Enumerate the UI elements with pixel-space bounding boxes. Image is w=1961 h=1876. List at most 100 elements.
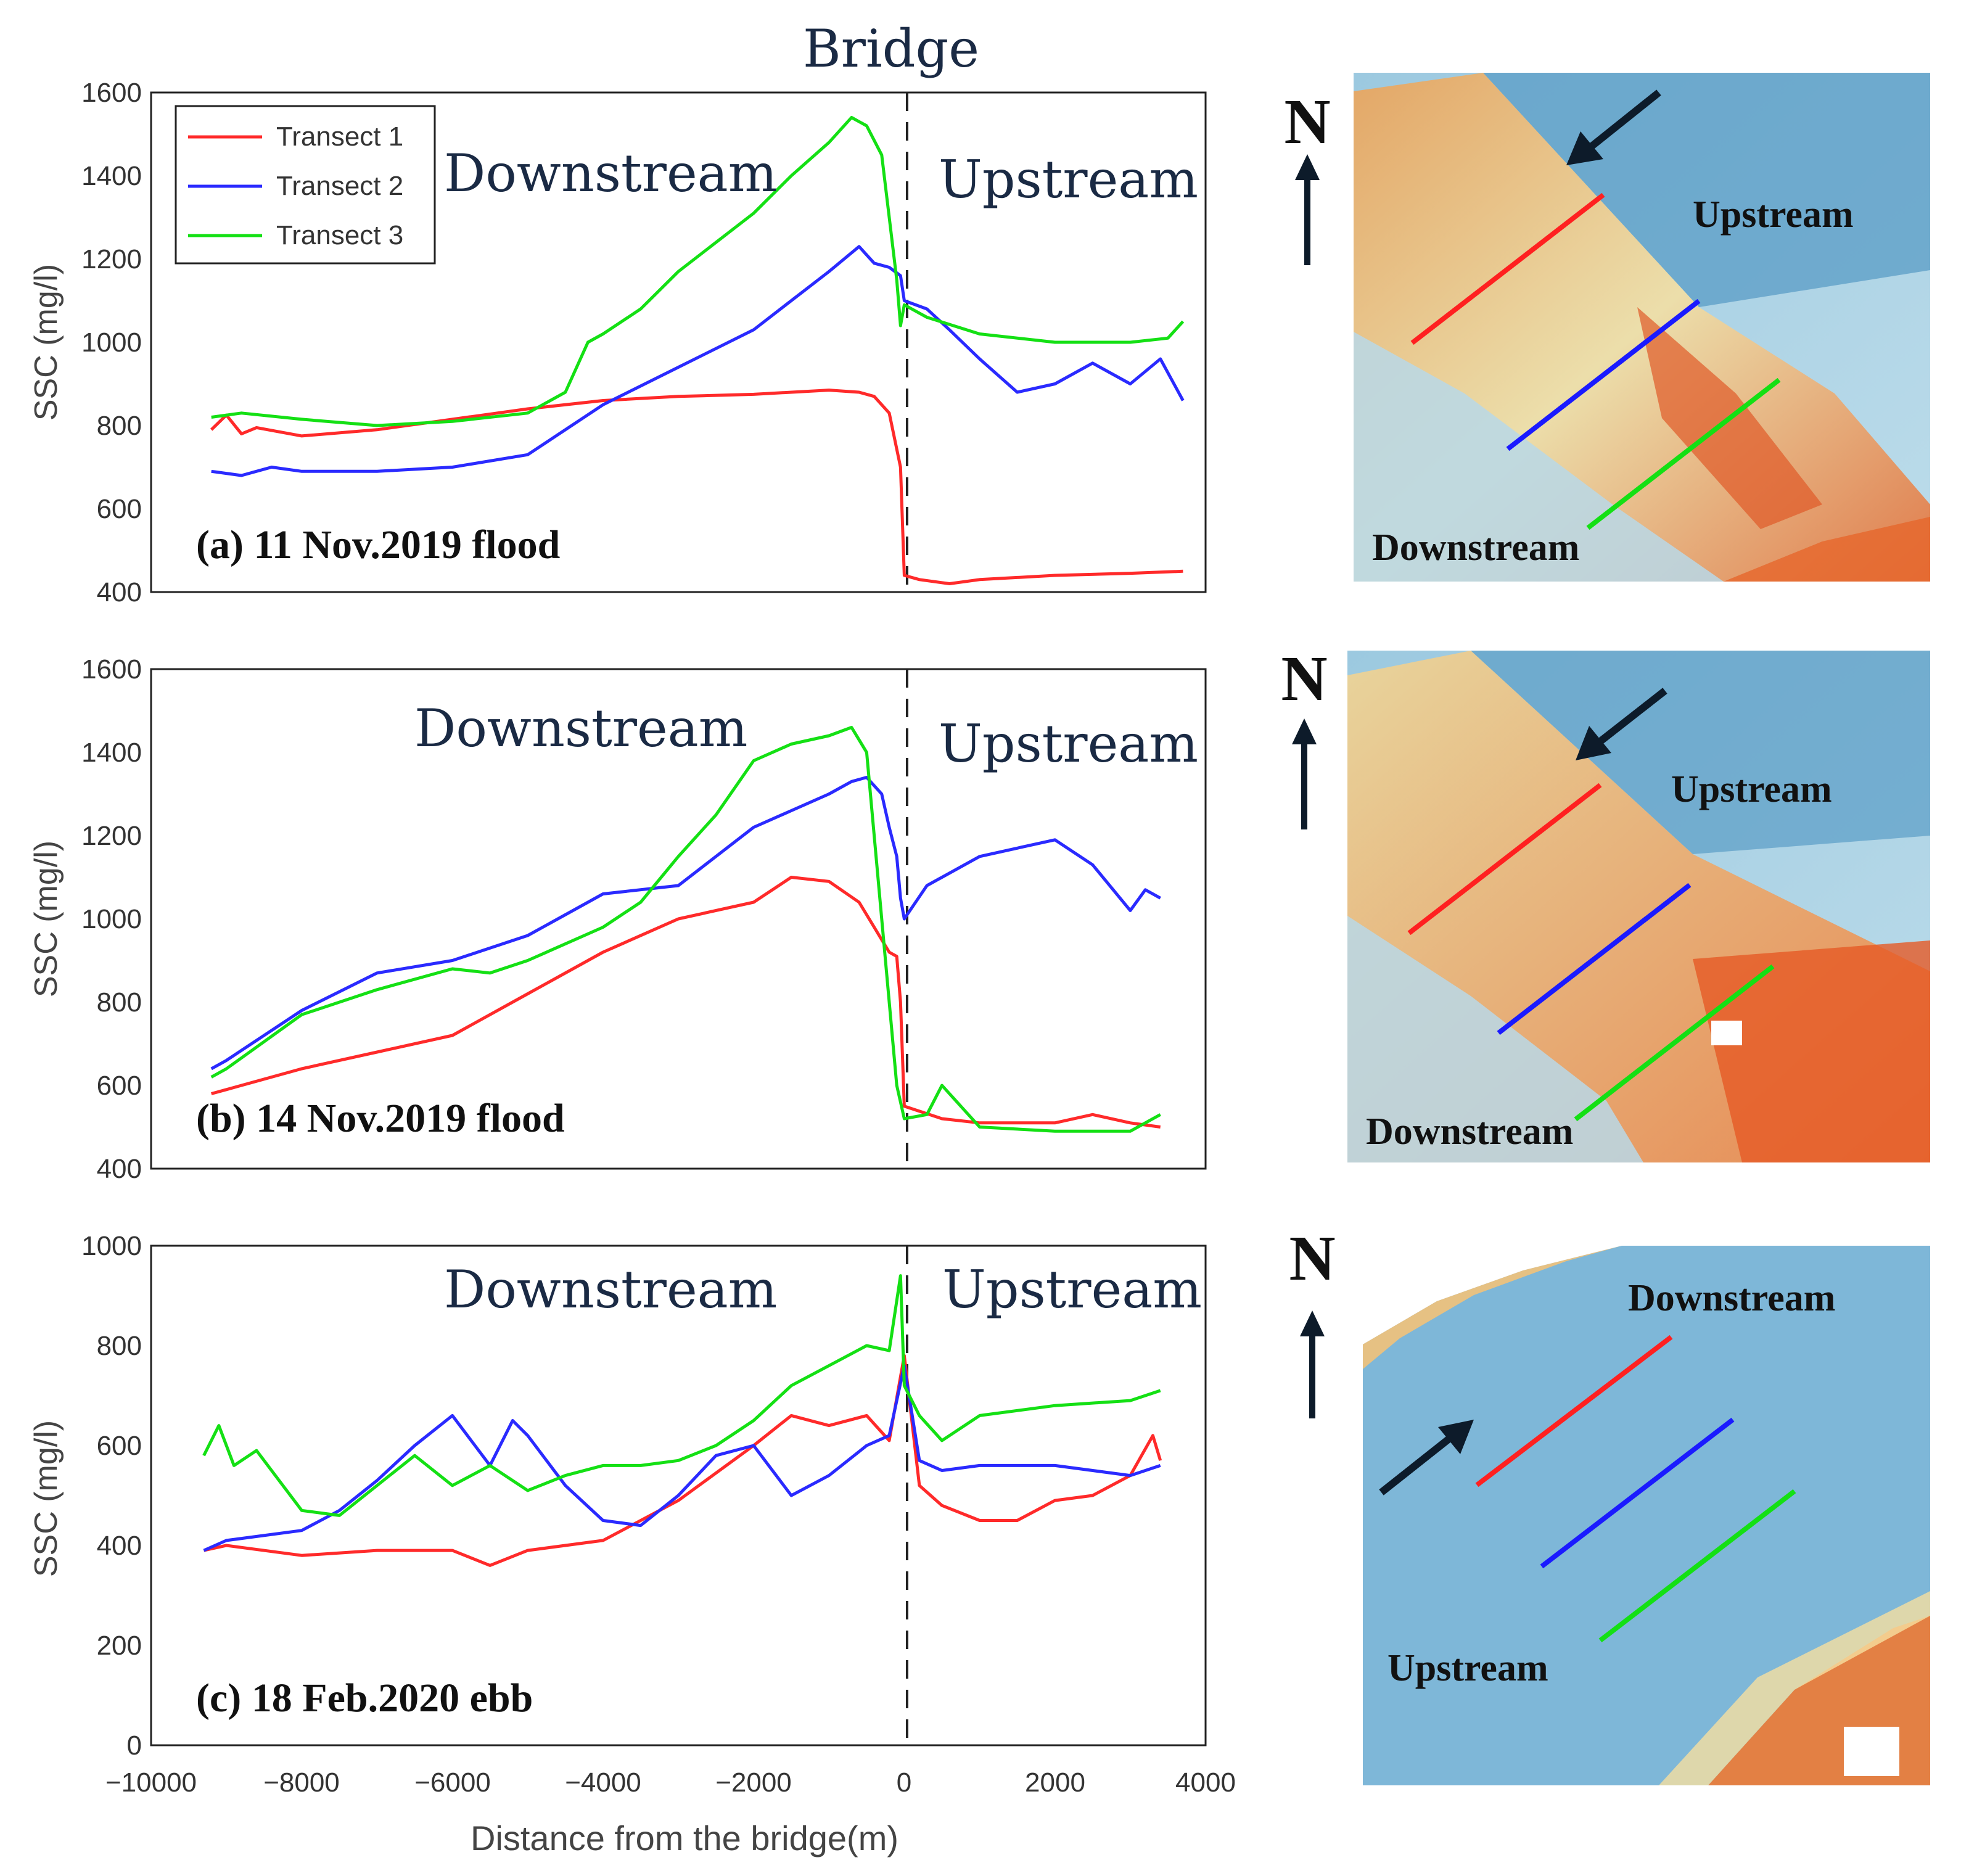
y-ticks-c: 1000 800 600 400 200 0 [81,1231,142,1761]
upstream-label-a: Upstream [939,149,1198,210]
x-tick-label: −6000 [414,1767,491,1798]
y-ticks-a: 1600 1400 1200 1000 800 600 400 [81,78,142,607]
map-label-downstream: Downstream [1366,1111,1573,1153]
y-tick-label: 600 [97,1431,142,1461]
panel-c: 1000 800 600 400 200 0 SSC (mg/l) Downst… [28,1231,1236,1857]
transect-line-2 [1540,1417,1735,1569]
y-tick-label: 800 [97,1331,142,1361]
y-ticks-b: 1600 1400 1200 1000 800 600 400 [81,654,142,1184]
series-line-transect-3 [211,116,1185,427]
panel-b: 1600 1400 1200 1000 800 600 400 SSC (mg/… [28,654,1207,1184]
series-group-c [202,1274,1162,1567]
series-group-b [210,726,1161,1133]
y-axis-label-b: SSC (mg/l) [28,841,64,997]
transect-line-2 [1506,298,1701,451]
map-plume-core [1693,940,1930,1162]
caption-a: (a) 11 Nov.2019 flood [196,522,560,567]
x-tick-label: −2000 [715,1767,792,1798]
series-line-transect-2 [210,776,1161,1071]
downstream-label-b: Downstream [414,698,747,759]
y-tick-label: 600 [97,1071,142,1101]
flow-arrow-icon [1566,131,1603,165]
map-c: Downstream Upstream N [1289,1223,1930,1785]
caption-c: (c) 18 Feb.2020 ebb [196,1676,533,1721]
series-line-transect-3 [210,726,1161,1133]
y-axis-label-c: SSC (mg/l) [28,1420,64,1577]
y-tick-label: 1200 [81,821,142,851]
flow-arrow-icon [1576,726,1611,760]
y-tick-label: 1400 [81,161,142,191]
x-tick-label: −4000 [565,1767,641,1798]
north-arrow-icon [1292,718,1317,744]
bridge-label: Bridge [803,19,979,79]
series-line-transect-1 [211,876,1161,1129]
x-tick-label: 4000 [1175,1767,1236,1798]
map-b: Upstream Downstream N [1281,643,1930,1162]
map-plume-light [1347,916,1643,1162]
map-cloud [1844,1727,1899,1776]
map-shadow-water [1471,651,1930,854]
map-plume-light [1659,1591,1930,1785]
caption-b: (b) 14 Nov.2019 flood [196,1096,565,1141]
y-tick-label: 200 [97,1631,142,1661]
transect-line-2 [1497,882,1692,1035]
map-shadow-water [1483,73,1930,307]
y-tick-label: 400 [97,577,142,607]
map-label-downstream: Downstream [1372,527,1579,569]
x-axis-label: Distance from the bridge(m) [471,1819,898,1857]
y-tick-label: 0 [127,1730,142,1761]
map-label-upstream: Upstream [1671,768,1832,810]
y-tick-label: 1600 [81,78,142,108]
north-label-a: N [1284,86,1330,157]
y-tick-label: 1000 [81,904,142,934]
series-line-transect-1 [203,1354,1162,1567]
north-label-b: N [1281,643,1327,714]
map-shore [1724,517,1930,582]
y-tick-label: 1600 [81,654,142,685]
panel-a: 1600 1400 1200 1000 800 600 400 SSC (mg/… [28,78,1207,607]
y-tick-label: 1000 [81,327,142,358]
y-tick-label: 600 [97,494,142,524]
legend: Transect 1 Transect 2 Transect 3 [175,105,436,265]
y-tick-label: 400 [97,1531,142,1561]
map-land [1363,1246,1622,1344]
transect-line-1 [1407,783,1602,936]
map-plume-light [1354,332,1724,582]
north-arrow-icon [1295,154,1320,180]
upstream-label-b: Upstream [939,714,1198,774]
map-cloud [1711,1021,1742,1045]
y-tick-label: 1400 [81,738,142,768]
map-label-upstream: Upstream [1388,1647,1548,1689]
upstream-label-c: Upstream [942,1259,1202,1320]
y-tick-label: 1200 [81,244,142,274]
transect-line-3 [1598,1489,1796,1643]
y-tick-label: 400 [97,1154,142,1184]
y-axis-label-a: SSC (mg/l) [28,264,64,421]
downstream-label-a: Downstream [444,143,777,204]
series-line-transect-2 [203,1364,1161,1552]
series-group-a [210,116,1185,585]
flow-arrow-icon [1438,1420,1474,1454]
series-line-transect-1 [210,389,1183,585]
series-line-transect-3 [202,1274,1161,1517]
x-tick-label: −8000 [263,1767,340,1798]
transect-line-1 [1410,192,1605,345]
y-tick-label: 1000 [81,1231,142,1261]
map-label-downstream: Downstream [1628,1277,1835,1319]
downstream-label-c: Downstream [444,1259,777,1320]
x-tick-label: −10000 [105,1767,197,1798]
north-arrow-icon [1300,1310,1325,1336]
map-a: Upstream Downstream N [1284,73,1930,582]
legend-label-1: Transect 1 [276,121,403,152]
series-line-transect-2 [211,245,1185,477]
y-tick-label: 800 [97,411,142,441]
north-label-c: N [1289,1223,1335,1294]
transect-line-3 [1574,964,1775,1122]
x-tick-label: 0 [897,1767,911,1798]
x-ticks: −10000 −8000 −6000 −4000 −2000 0 2000 40… [105,1767,1236,1798]
y-tick-label: 800 [97,987,142,1018]
transect-line-3 [1586,377,1781,530]
x-tick-label: 2000 [1025,1767,1085,1798]
flow-arrow-shaft [1592,688,1667,749]
